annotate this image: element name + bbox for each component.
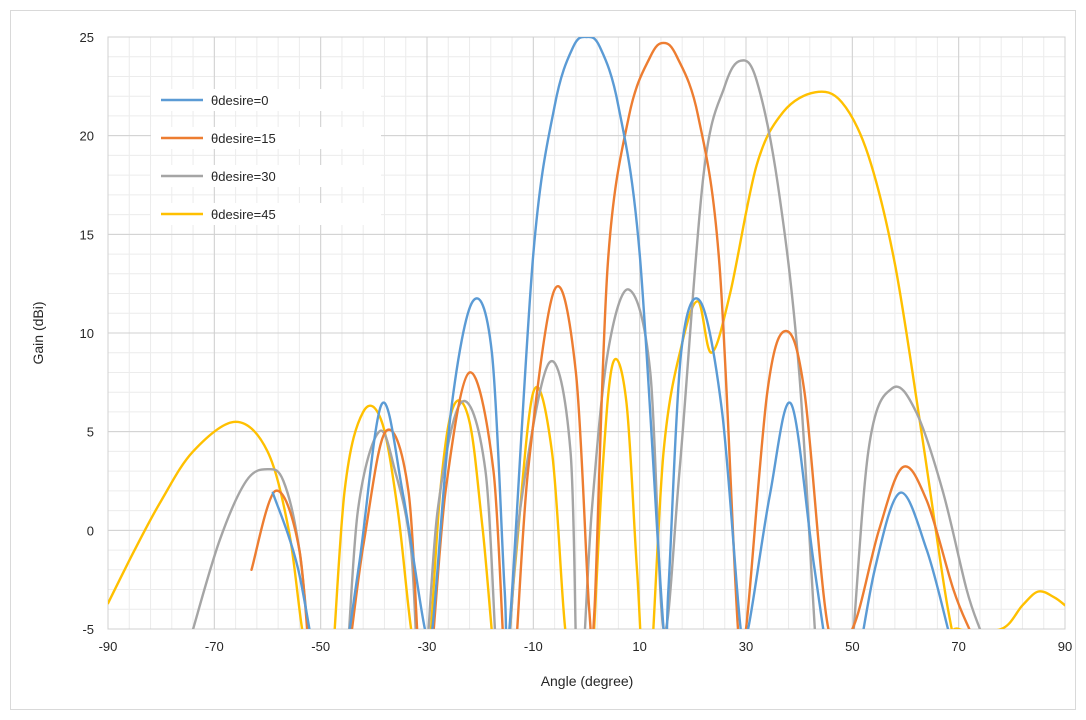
y-tick-label: 10 (80, 326, 94, 341)
y-tick-label: 15 (80, 227, 94, 242)
x-tick-label: -10 (524, 639, 543, 654)
legend-entry-background (151, 89, 381, 111)
x-tick-label: 90 (1058, 639, 1072, 654)
y-tick-label: 0 (87, 523, 94, 538)
y-axis-title: Gain (dBi) (30, 301, 46, 364)
x-tick-label: 30 (739, 639, 753, 654)
x-tick-label: -90 (99, 639, 118, 654)
x-axis-tick-labels: -90 -70 -50 -30 -10 10 30 50 70 90 (99, 639, 1073, 654)
x-axis-title: Angle (degree) (541, 673, 634, 689)
y-axis-tick-labels: -5 0 5 10 15 20 25 (80, 30, 94, 637)
legend-label: θdesire=15 (211, 131, 276, 146)
x-tick-label: 70 (951, 639, 965, 654)
legend-label: θdesire=30 (211, 169, 276, 184)
legend: θdesire=0 θdesire=15 θdesire=30 θdesire=45 (151, 89, 381, 225)
x-tick-label: 50 (845, 639, 859, 654)
y-tick-label: 25 (80, 30, 94, 45)
y-tick-label: -5 (82, 622, 94, 637)
series-line-1 (271, 37, 950, 629)
y-tick-label: 20 (80, 129, 94, 144)
legend-entry-background (151, 165, 381, 187)
legend-label: θdesire=45 (211, 207, 276, 222)
series-line-4 (108, 90, 1065, 629)
series-line-3 (191, 59, 982, 629)
chart-frame: -90 -70 -50 -30 -10 10 30 50 70 90 -5 0 5 10 15 20 25 A… (10, 10, 1076, 710)
x-tick-label: -30 (418, 639, 437, 654)
series-lines (108, 37, 1065, 629)
legend-label: θdesire=0 (211, 93, 268, 108)
series-line-2 (250, 41, 971, 629)
legend-entry-background (151, 127, 381, 149)
x-tick-label: 10 (632, 639, 646, 654)
x-tick-label: -70 (205, 639, 224, 654)
legend-entry-background (151, 203, 381, 225)
y-tick-label: 5 (87, 425, 94, 440)
x-tick-label: -50 (311, 639, 330, 654)
